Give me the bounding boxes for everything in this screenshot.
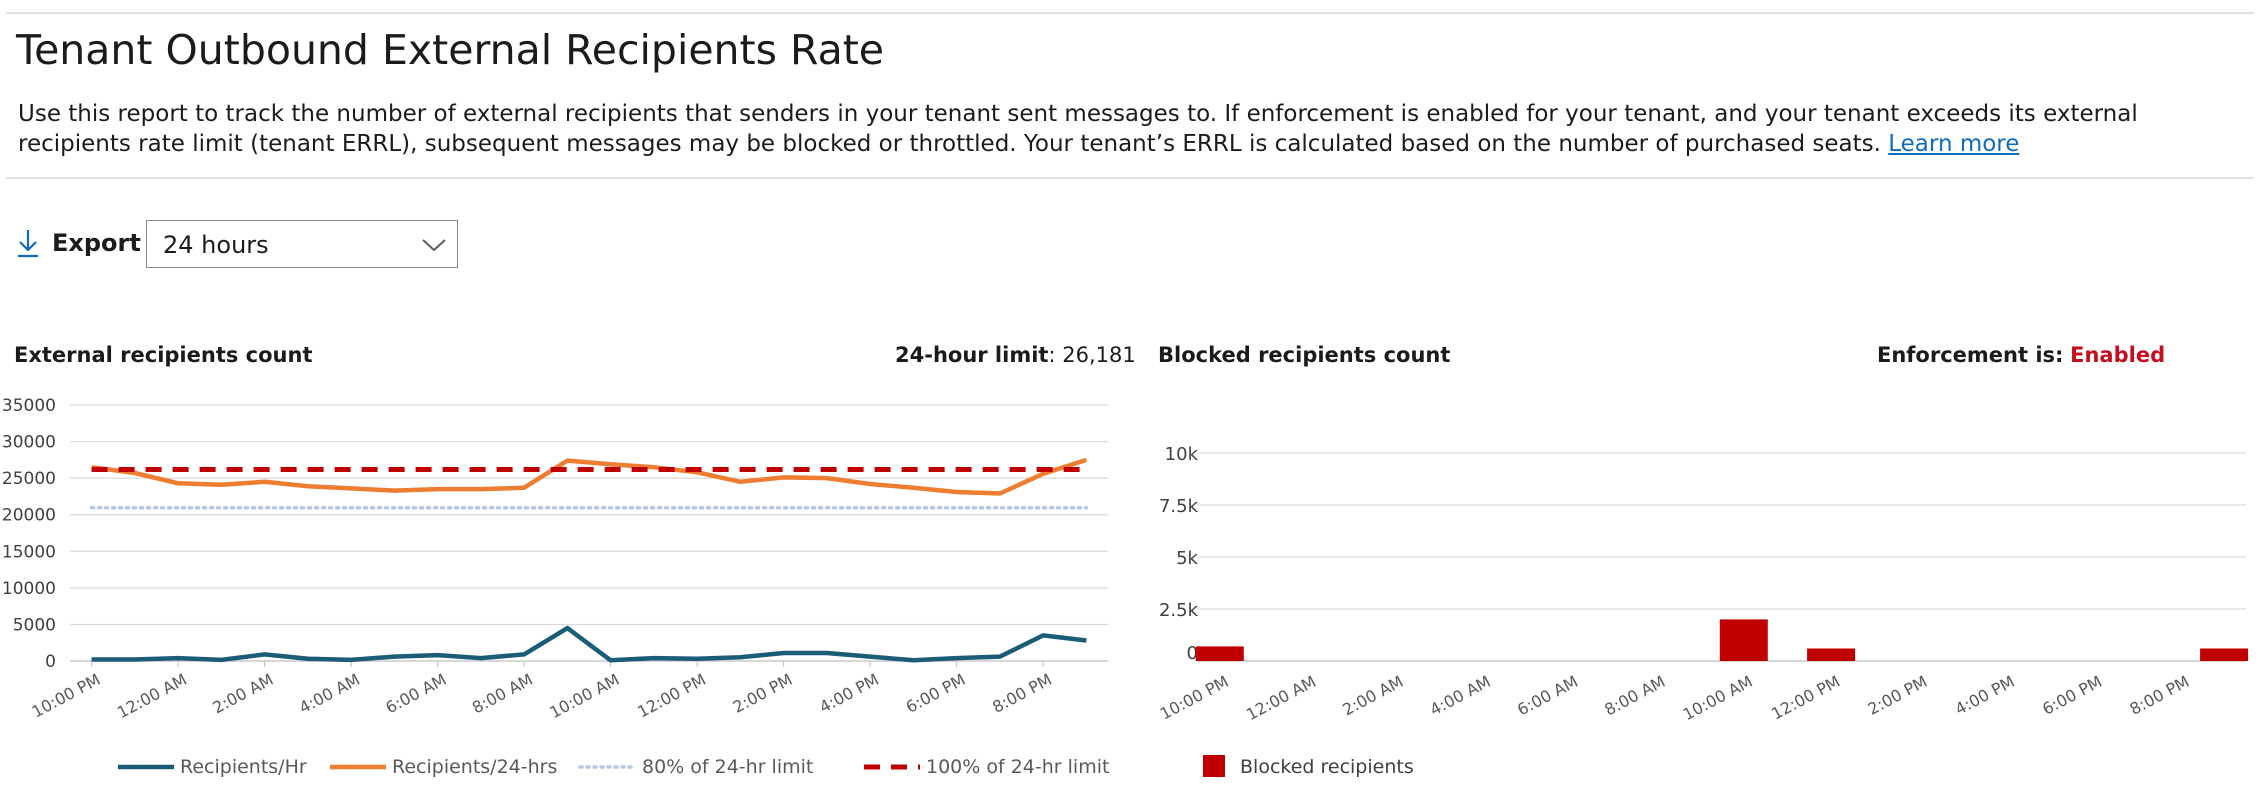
limit-value: 26,181 xyxy=(1062,343,1136,367)
x-tick-label: 6:00 AM xyxy=(1514,672,1581,720)
export-label: Export xyxy=(52,229,141,257)
chevron-down-icon xyxy=(422,239,446,252)
legend-swatch-blocked-recipients xyxy=(1203,755,1225,777)
enforcement-status: Enforcement is: Enabled xyxy=(1877,343,2165,367)
bar-blocked-recipients xyxy=(2200,648,2249,661)
x-tick-label: 10:00 PM xyxy=(1157,672,1232,724)
y-tick-label: 0 xyxy=(1187,643,1198,664)
x-tick-label: 6:00 PM xyxy=(903,670,969,717)
x-tick-label: 4:00 PM xyxy=(1952,672,2018,719)
y-tick-label: 20000 xyxy=(2,506,56,526)
page-description: Use this report to track the number of e… xyxy=(18,99,2228,159)
limit-label: 24-hour limit xyxy=(895,343,1049,367)
bar-blocked-recipients xyxy=(1195,646,1244,661)
blocked-recipients-chart: 0 2.5k 5k 7.5k 10k 10:00 PM 12:00 AM 2:00 AM 4:0… xyxy=(1157,444,2249,778)
bar-blocked-recipients xyxy=(1719,619,1768,661)
x-tick-label: 6:00 PM xyxy=(2039,672,2105,719)
x-tick-label: 12:00 PM xyxy=(1768,672,1843,724)
series-line-recipients-hr xyxy=(91,625,1087,663)
limit-readout: 24-hour limit: 26,181 xyxy=(895,343,1136,367)
x-tick-label: 2:00 AM xyxy=(210,670,277,718)
y-tick-label: 7.5k xyxy=(1159,496,1199,517)
y-tick-label: 10000 xyxy=(2,579,56,599)
download-arrow-icon xyxy=(18,230,38,258)
series-line-recipients-24-hrs xyxy=(91,457,1088,496)
x-tick-label: 8:00 PM xyxy=(2127,672,2193,719)
x-tick-label: 4:00 PM xyxy=(816,670,882,717)
x-tick-label: 2:00 PM xyxy=(730,670,796,717)
learn-more-link[interactable]: Learn more xyxy=(1888,131,2020,157)
x-tick-label: 6:00 AM xyxy=(383,670,450,718)
y-tick-label: 35000 xyxy=(2,396,56,416)
x-tick-label: 2:00 PM xyxy=(1865,672,1931,719)
y-tick-label: 2.5k xyxy=(1159,600,1199,621)
external-recipients-chart-title: External recipients count xyxy=(14,343,313,367)
x-tick-label: 12:00 AM xyxy=(1243,672,1319,724)
x-tick-label: 12:00 PM xyxy=(634,670,709,722)
time-period-value: 24 hours xyxy=(163,231,269,259)
y-tick-label: 5k xyxy=(1176,548,1198,569)
legend-label-recipients-24-hrs: Recipients/24-hrs xyxy=(392,756,557,778)
legend-label-recipients-hr: Recipients/Hr xyxy=(180,756,307,778)
x-tick-label: 4:00 AM xyxy=(1427,672,1494,720)
x-tick-label: 10:00 PM xyxy=(29,670,104,722)
top-divider xyxy=(6,12,2254,14)
y-tick-label: 0 xyxy=(45,652,56,672)
x-tick-label: 8:00 AM xyxy=(469,670,536,718)
y-tick-label: 15000 xyxy=(2,542,56,562)
enforcement-label: Enforcement is: xyxy=(1877,343,2064,367)
blocked-recipients-chart-title: Blocked recipients count xyxy=(1158,343,1451,367)
x-tick-label: 4:00 AM xyxy=(296,670,363,718)
legend-label-blocked-recipients: Blocked recipients xyxy=(1240,756,1414,778)
y-tick-label: 10k xyxy=(1165,444,1199,465)
legend-label-100-of-24-hr-limit: 100% of 24-hr limit xyxy=(926,756,1109,778)
y-tick-label: 5000 xyxy=(13,615,56,635)
external-recipients-chart: 0 5000 10000 15000 20000 25000 30000 35000 10:00… xyxy=(2,396,1110,778)
page-title: Tenant Outbound External Recipients Rate xyxy=(16,26,885,74)
x-tick-label: 2:00 AM xyxy=(1339,672,1406,720)
bar-blocked-recipients xyxy=(1807,648,1856,661)
x-tick-label: 10:00 AM xyxy=(547,670,623,722)
x-tick-label: 8:00 AM xyxy=(1601,672,1668,720)
y-tick-label: 25000 xyxy=(2,469,56,489)
description-text: Use this report to track the number of e… xyxy=(18,101,2138,157)
x-tick-label: 10:00 AM xyxy=(1680,672,1756,724)
x-tick-label: 8:00 PM xyxy=(989,670,1055,717)
y-tick-label: 30000 xyxy=(2,433,56,453)
enforcement-value: Enabled xyxy=(2070,343,2166,367)
time-period-dropdown[interactable]: 24 hours xyxy=(146,220,458,268)
export-button[interactable]: Export xyxy=(16,228,141,258)
x-tick-label: 12:00 AM xyxy=(114,670,190,722)
legend-label-80-of-24-hr-limit: 80% of 24-hr limit xyxy=(642,756,813,778)
header-divider xyxy=(6,177,2254,179)
